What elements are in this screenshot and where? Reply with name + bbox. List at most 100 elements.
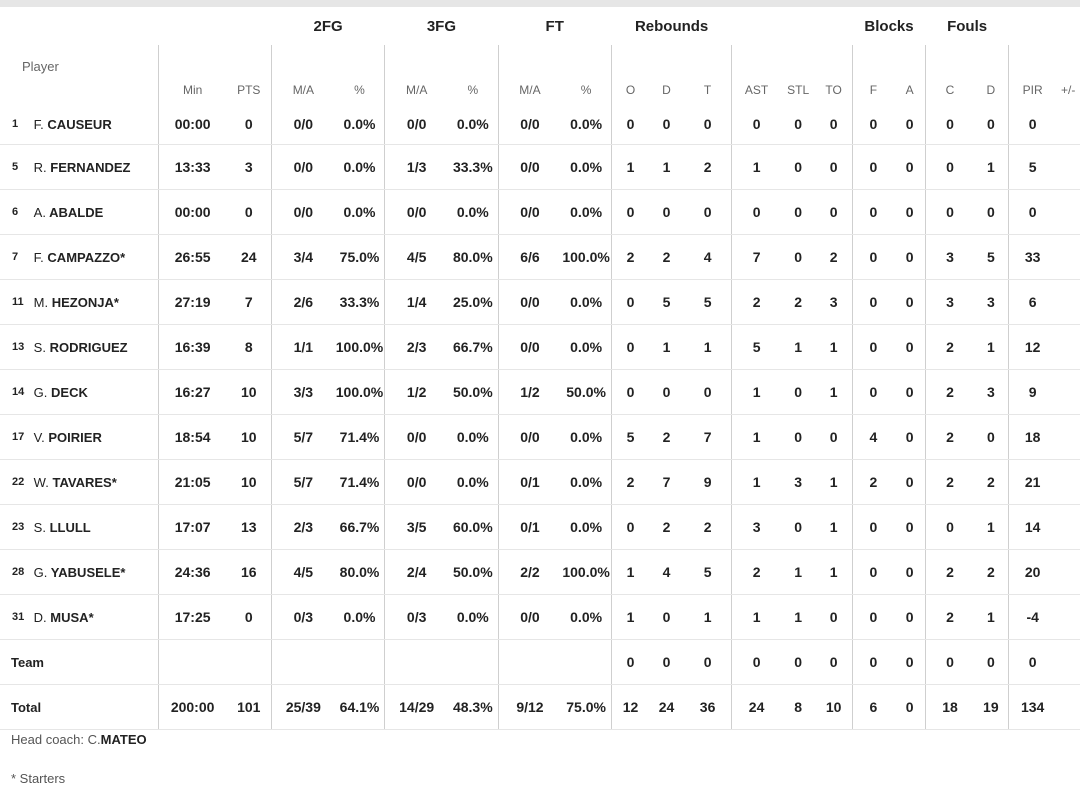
player-last-name: FERNANDEZ <box>50 159 131 175</box>
stat-foul-c: 2 <box>925 549 974 595</box>
col-header-to[interactable]: TO <box>825 83 842 97</box>
player-number: 17 <box>0 414 34 460</box>
stat-fg3-pct: 50.0% <box>448 369 499 415</box>
stat-fg2-ma: 4/5 <box>270 549 335 595</box>
stat-ast: 5 <box>731 324 781 370</box>
stat-ft-ma <box>497 639 562 685</box>
col-header-foul-d[interactable]: D <box>986 83 996 97</box>
stat-foul-d: 2 <box>973 549 1009 595</box>
stat-pir: 20 <box>1007 549 1057 595</box>
player-name-link[interactable]: M. HEZONJA* <box>33 279 159 325</box>
stat-fg3-ma: 0/0 <box>384 459 449 505</box>
stat-pts: 10 <box>226 414 272 460</box>
stat-min <box>157 639 227 685</box>
stat-reb-t: 2 <box>683 504 732 550</box>
player-last-name: YABUSELE* <box>50 564 126 580</box>
stat-fg2-ma <box>270 639 335 685</box>
stat-foul-d: 5 <box>973 234 1009 280</box>
stat-pts: 0 <box>226 189 272 235</box>
player-name-link[interactable]: G. DECK <box>33 369 159 415</box>
col-header-plus-minus[interactable]: +/- <box>1061 83 1076 97</box>
player-initial: V. <box>33 429 45 445</box>
stat-fg2-ma: 2/3 <box>270 504 335 550</box>
stat-blk-f: 0 <box>851 639 895 685</box>
stat-reb-t: 0 <box>683 104 732 145</box>
stat-foul-d: 1 <box>973 504 1009 550</box>
stat-foul-c: 0 <box>925 189 974 235</box>
stat-blk-a: 0 <box>894 549 926 595</box>
stat-pts: 10 <box>226 369 272 415</box>
stat-reb-o: 1 <box>610 144 650 190</box>
player-name-link[interactable]: S. LLULL <box>33 504 159 550</box>
stat-to: 0 <box>815 414 853 460</box>
stat-fg3-pct: 66.7% <box>448 324 499 370</box>
stat-reb-d: 4 <box>649 549 684 595</box>
stat-foul-c: 2 <box>925 369 974 415</box>
stat-min: 00:00 <box>157 189 227 235</box>
col-header-pir[interactable]: PIR <box>1007 45 1057 104</box>
player-number: 1 <box>0 104 34 145</box>
col-header-3fg-pct[interactable]: % <box>467 83 479 97</box>
player-name-link[interactable]: A. ABALDE <box>33 189 159 235</box>
col-header-ast[interactable]: AST <box>731 45 781 104</box>
stat-to: 2 <box>815 234 853 280</box>
col-header-ft-ma[interactable]: M/A <box>497 45 562 104</box>
stat-reb-o: 0 <box>610 369 650 415</box>
stat-reb-o: 0 <box>610 104 650 145</box>
player-name-link[interactable]: V. POIRIER <box>33 414 159 460</box>
player-name-link[interactable]: G. YABUSELE* <box>33 549 159 595</box>
player-name-link[interactable]: F. CAUSEUR <box>33 104 159 145</box>
stat-blk-f: 0 <box>851 144 895 190</box>
col-header-reb-t[interactable]: T <box>703 83 712 97</box>
player-initial: F. <box>33 249 44 265</box>
col-header-min[interactable]: Min <box>157 45 227 104</box>
stat-blk-f: 0 <box>851 279 895 325</box>
stat-pir: 0 <box>1007 639 1057 685</box>
stat-plus-minus <box>1056 504 1080 550</box>
player-name-link[interactable]: S. RODRIGUEZ <box>33 324 159 370</box>
stat-stl: 0 <box>780 369 816 415</box>
player-initial: R. <box>33 159 47 175</box>
stat-to: 1 <box>815 369 853 415</box>
col-header-stl[interactable]: STL <box>787 83 810 97</box>
stat-fg3-ma: 0/0 <box>384 189 449 235</box>
col-header-ft-pct[interactable]: % <box>580 83 592 97</box>
stat-pts <box>226 639 272 685</box>
stat-foul-c: 0 <box>925 639 974 685</box>
stat-foul-d: 0 <box>973 189 1009 235</box>
col-header-reb-o[interactable]: O <box>610 45 650 104</box>
stat-pir: 21 <box>1007 459 1057 505</box>
stat-foul-d: 1 <box>973 144 1009 190</box>
col-header-blk-a[interactable]: A <box>905 83 914 97</box>
player-last-name: POIRIER <box>48 429 102 445</box>
col-header-blk-f[interactable]: F <box>851 45 895 104</box>
stat-pts: 10 <box>226 459 272 505</box>
top-bar <box>0 0 1080 7</box>
group-header-3fg: 3FG <box>426 18 456 35</box>
stat-min: 16:27 <box>157 369 227 415</box>
player-initial: F. <box>33 116 44 132</box>
stat-plus-minus <box>1056 104 1080 145</box>
col-header-player[interactable]: Player <box>22 59 59 74</box>
player-name-link[interactable]: D. MUSA* <box>33 594 159 640</box>
col-header-foul-c[interactable]: C <box>925 45 974 104</box>
player-name-link[interactable]: F. CAMPAZZO* <box>33 234 159 280</box>
col-header-3fg-ma[interactable]: M/A <box>384 45 449 104</box>
player-last-name: MUSA* <box>50 609 94 625</box>
stat-fg2-pct: 33.3% <box>334 279 385 325</box>
player-name-link[interactable]: W. TAVARES* <box>33 459 159 505</box>
table-row: 31 D. MUSA* 17:25 0 0/3 0.0% 0/3 0.0% 0/0 0.0% 1 0 1… <box>0 594 1080 640</box>
col-header-pts[interactable]: PTS <box>237 83 261 97</box>
stat-fg3-pct: 80.0% <box>448 234 499 280</box>
stat-reb-o: 1 <box>610 549 650 595</box>
col-header-2fg-pct[interactable]: % <box>354 83 365 97</box>
stat-to: 0 <box>815 144 853 190</box>
col-header-2fg-ma[interactable]: M/A <box>270 45 335 104</box>
col-header-reb-d[interactable]: D <box>662 83 671 97</box>
stat-pir: 33 <box>1007 234 1057 280</box>
stat-reb-t: 0 <box>683 369 732 415</box>
stat-reb-o: 2 <box>610 234 650 280</box>
stat-stl: 2 <box>780 279 816 325</box>
player-name-link[interactable]: R. FERNANDEZ <box>33 144 159 190</box>
stat-ft-pct: 0.0% <box>561 594 612 640</box>
